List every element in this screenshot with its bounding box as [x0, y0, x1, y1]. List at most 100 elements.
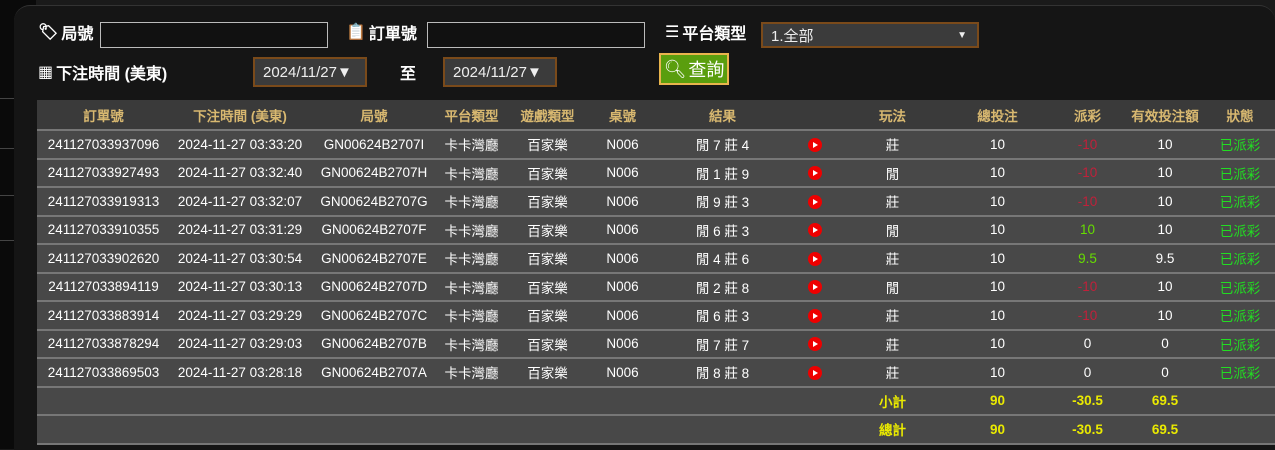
bet-time-cell: 2024-11-27 03:33:20 — [170, 130, 310, 160]
bet-type-cell: 莊 — [840, 358, 945, 388]
bet-type-cell: 閒 — [840, 158, 945, 188]
game-type-cell: 百家樂 — [505, 358, 590, 388]
play-cell[interactable] — [790, 272, 840, 302]
platform-cell: 卡卡灣廳 — [438, 187, 505, 217]
table-no-cell: N006 — [590, 158, 655, 188]
play-cell[interactable] — [790, 301, 840, 331]
play-icon[interactable] — [808, 194, 822, 209]
result-cell: 閒 1 莊 9 — [655, 158, 790, 188]
play-cell[interactable] — [790, 329, 840, 359]
play-cell[interactable] — [790, 158, 840, 188]
chevron-down-icon: ▼ — [957, 29, 967, 41]
status-cell: 已派彩 — [1205, 130, 1275, 160]
result-cell: 閒 7 莊 4 — [655, 130, 790, 160]
total-bet-cell: 10 — [945, 158, 1050, 188]
column-header — [790, 100, 840, 131]
order-no-cell: 241127033927493 — [37, 158, 170, 188]
total-bet-cell: 10 — [945, 244, 1050, 274]
table-row: 241127033927493 2024-11-27 03:32:40 GN0062… — [37, 158, 1275, 188]
bet-type-cell: 閒 — [840, 215, 945, 245]
bet-time-cell: 2024-11-27 03:30:54 — [170, 244, 310, 274]
valid-bet-cell: 0 — [1125, 358, 1205, 388]
play-cell[interactable] — [790, 187, 840, 217]
spacer — [37, 415, 840, 445]
platform-select[interactable]: 1.全部 ▼ — [761, 22, 979, 48]
round-no-cell: GN00624B2707C — [310, 301, 438, 331]
search-button[interactable]: 🔍︎ 查詢 — [659, 53, 729, 85]
game-type-cell: 百家樂 — [505, 244, 590, 274]
play-icon[interactable] — [808, 223, 822, 238]
bet-type-cell: 莊 — [840, 244, 945, 274]
bet-type-cell: 莊 — [840, 329, 945, 359]
table-no-cell: N006 — [590, 301, 655, 331]
play-icon[interactable] — [808, 251, 822, 266]
play-icon[interactable] — [808, 337, 822, 352]
status-cell: 已派彩 — [1205, 158, 1275, 188]
total-bet-cell: 10 — [945, 301, 1050, 331]
round-no-cell: GN00624B2707E — [310, 244, 438, 274]
status-cell: 已派彩 — [1205, 187, 1275, 217]
result-cell: 閒 6 莊 3 — [655, 301, 790, 331]
play-cell[interactable] — [790, 358, 840, 388]
subtotal-row: 小計 90 -30.5 69.5 — [37, 386, 1275, 416]
column-header: 桌號 — [590, 100, 655, 131]
game-type-cell: 百家樂 — [505, 130, 590, 160]
bet-time-cell: 2024-11-27 03:28:18 — [170, 358, 310, 388]
status-cell: 已派彩 — [1205, 329, 1275, 359]
calendar-icon: ▦ — [38, 64, 54, 81]
bet-type-cell: 閒 — [840, 272, 945, 302]
valid-bet-cell: 10 — [1125, 215, 1205, 245]
table-row: 241127033883914 2024-11-27 03:29:29 GN0062… — [37, 301, 1275, 331]
tag-icon: 🏷 — [38, 24, 59, 41]
round-no-cell: GN00624B2707B — [310, 329, 438, 359]
order-no-cell: 241127033883914 — [37, 301, 170, 331]
platform-cell: 卡卡灣廳 — [438, 301, 505, 331]
time-label: ▦ 下注時間 (美東) — [38, 64, 168, 83]
date-to-select[interactable]: 2024/11/27▼ — [443, 57, 557, 87]
column-header: 平台類型 — [438, 100, 505, 131]
subtotal-payout: -30.5 — [1050, 386, 1125, 416]
bet-type-cell: 莊 — [840, 301, 945, 331]
result-cell: 閒 6 莊 3 — [655, 215, 790, 245]
round-label: 🏷 局號 — [38, 24, 94, 43]
payout-cell: -10 — [1050, 130, 1125, 160]
valid-bet-cell: 10 — [1125, 130, 1205, 160]
play-icon[interactable] — [808, 365, 822, 380]
play-cell[interactable] — [790, 130, 840, 160]
date-from-select[interactable]: 2024/11/27▼ — [253, 57, 367, 87]
round-no-cell: GN00624B2707G — [310, 187, 438, 217]
play-icon[interactable] — [808, 137, 822, 152]
subtotal-valid: 69.5 — [1125, 386, 1205, 416]
table-no-cell: N006 — [590, 244, 655, 274]
play-cell[interactable] — [790, 244, 840, 274]
round-input[interactable] — [100, 22, 328, 48]
game-type-cell: 百家樂 — [505, 215, 590, 245]
play-icon[interactable] — [808, 280, 822, 295]
platform-cell: 卡卡灣廳 — [438, 329, 505, 359]
column-header: 訂單號 — [37, 100, 170, 131]
play-cell[interactable] — [790, 215, 840, 245]
play-icon[interactable] — [808, 308, 822, 323]
column-header: 遊戲類型 — [505, 100, 590, 131]
game-type-cell: 百家樂 — [505, 301, 590, 331]
column-header: 下注時間 (美東) — [170, 100, 310, 131]
column-header: 狀態 — [1205, 100, 1275, 131]
platform-cell: 卡卡灣廳 — [438, 158, 505, 188]
bet-time-cell: 2024-11-27 03:30:13 — [170, 272, 310, 302]
order-input[interactable] — [427, 22, 645, 48]
play-icon[interactable] — [808, 166, 822, 181]
platform-cell: 卡卡灣廳 — [438, 272, 505, 302]
total-bet-cell: 10 — [945, 272, 1050, 302]
result-cell: 閒 7 莊 7 — [655, 329, 790, 359]
table-row: 241127033869503 2024-11-27 03:28:18 GN0062… — [37, 358, 1275, 388]
order-no-cell: 241127033937096 — [37, 130, 170, 160]
column-header: 局號 — [310, 100, 438, 131]
result-cell: 閒 8 莊 8 — [655, 358, 790, 388]
total-bet-cell: 10 — [945, 187, 1050, 217]
order-label: 📋 訂單號 — [346, 24, 417, 43]
table-no-cell: N006 — [590, 329, 655, 359]
round-no-cell: GN00624B2707H — [310, 158, 438, 188]
total-row: 總計 90 -30.5 69.5 — [37, 415, 1275, 445]
column-header: 有效投注額 — [1125, 100, 1205, 131]
table-row: 241127033902620 2024-11-27 03:30:54 GN0062… — [37, 244, 1275, 274]
